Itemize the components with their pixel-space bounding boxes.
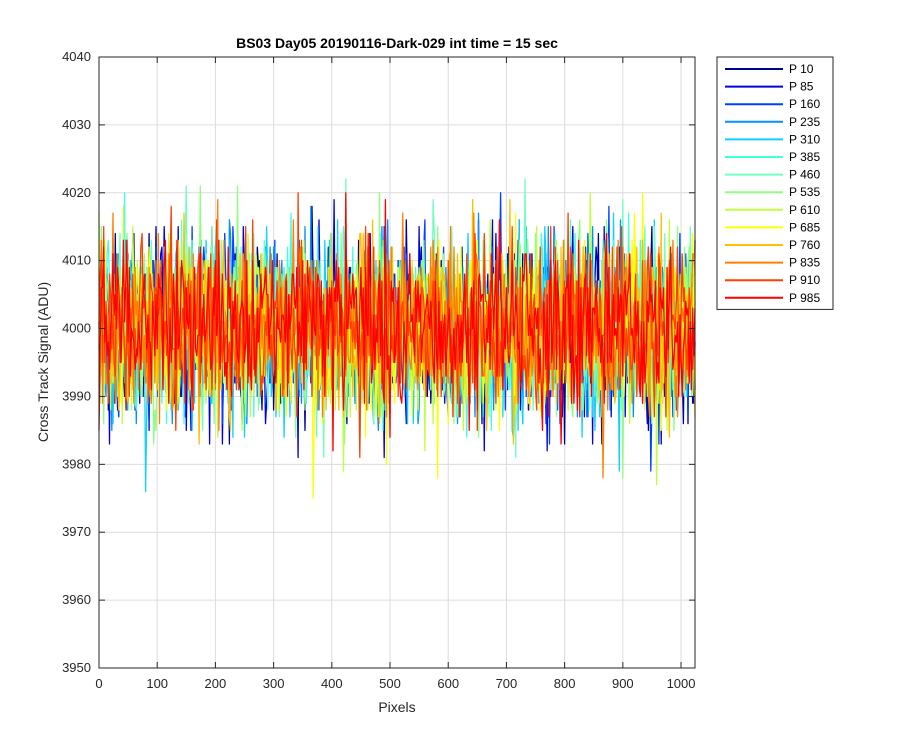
legend-label: P 685 bbox=[789, 220, 820, 234]
legend-label: P 835 bbox=[789, 256, 820, 270]
y-tick-label: 3960 bbox=[62, 592, 91, 607]
series-line bbox=[98, 198, 696, 479]
x-tick-label: 400 bbox=[321, 676, 343, 691]
chart-title: BS03 Day05 20190116-Dark-029 int time = … bbox=[236, 35, 558, 51]
legend-label: P 535 bbox=[789, 185, 820, 199]
legend-label: P 235 bbox=[789, 115, 820, 129]
series-lines bbox=[98, 178, 696, 499]
x-tick-label: 300 bbox=[263, 676, 285, 691]
y-tick-label: 3980 bbox=[62, 456, 91, 471]
x-tick-label: 100 bbox=[146, 676, 168, 691]
x-axis-label: Pixels bbox=[378, 699, 415, 715]
y-tick-label: 4040 bbox=[62, 49, 91, 64]
y-tick-label: 3990 bbox=[62, 388, 91, 403]
x-tick-label: 1000 bbox=[667, 676, 696, 691]
x-tick-label: 0 bbox=[95, 676, 102, 691]
y-tick-label: 4030 bbox=[62, 117, 91, 132]
legend-label: P 10 bbox=[789, 62, 814, 76]
legend-label: P 910 bbox=[789, 273, 820, 287]
y-tick-label: 3950 bbox=[62, 660, 91, 675]
series-line bbox=[98, 192, 695, 459]
x-tick-label: 900 bbox=[612, 676, 634, 691]
x-tick-label: 700 bbox=[496, 676, 518, 691]
x-tick-label: 500 bbox=[379, 676, 401, 691]
legend-label: P 985 bbox=[789, 291, 820, 305]
y-axis-label: Cross Track Signal (ADU) bbox=[35, 282, 51, 442]
y-tick-label: 3970 bbox=[62, 524, 91, 539]
y-tick-label: 4010 bbox=[62, 253, 91, 268]
legend-label: P 310 bbox=[789, 132, 820, 146]
x-tick-label: 800 bbox=[554, 676, 576, 691]
plot-frame bbox=[98, 56, 696, 669]
legend-label: P 460 bbox=[789, 168, 820, 182]
legend-label: P 160 bbox=[789, 97, 820, 111]
legend-box bbox=[716, 56, 834, 310]
legend-label: P 760 bbox=[789, 238, 820, 252]
legend-label: P 385 bbox=[789, 150, 820, 164]
legend-label: P 610 bbox=[789, 203, 820, 217]
legend-label: P 85 bbox=[789, 80, 814, 94]
legend: P 10 P 85 P 160 P 235 P 310 P 385 P 460 P 535 P … bbox=[716, 56, 834, 310]
x-tick-label: 600 bbox=[437, 676, 459, 691]
y-tick-label: 4000 bbox=[62, 321, 91, 336]
x-tick-label: 200 bbox=[205, 676, 227, 691]
series-line bbox=[98, 192, 696, 452]
axis-ticks: 0 100 200 300 400 500 600 700 800 900 1000 3950 3960… bbox=[62, 49, 695, 691]
y-tick-label: 4020 bbox=[62, 185, 91, 200]
